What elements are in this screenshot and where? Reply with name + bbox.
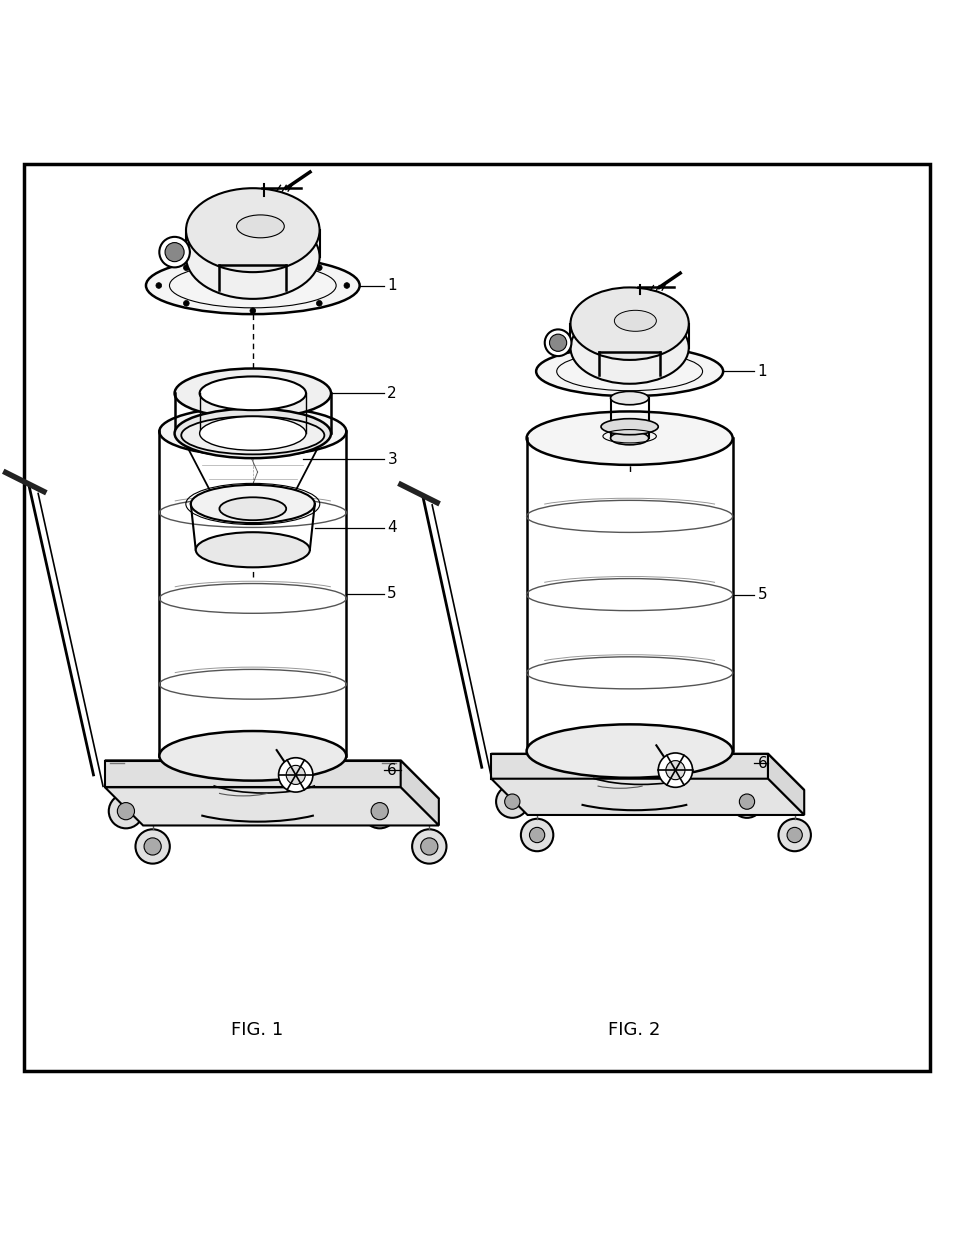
- Ellipse shape: [778, 819, 810, 851]
- Text: 4: 4: [387, 520, 396, 535]
- Ellipse shape: [186, 215, 319, 299]
- Ellipse shape: [665, 761, 684, 779]
- Ellipse shape: [236, 215, 284, 238]
- Polygon shape: [767, 753, 803, 815]
- Ellipse shape: [412, 829, 446, 863]
- Ellipse shape: [199, 416, 306, 451]
- Ellipse shape: [529, 827, 544, 842]
- Ellipse shape: [174, 368, 331, 419]
- Text: 6: 6: [757, 756, 766, 771]
- Ellipse shape: [186, 188, 319, 272]
- Ellipse shape: [159, 237, 190, 268]
- Ellipse shape: [504, 794, 519, 809]
- Polygon shape: [491, 779, 803, 815]
- Ellipse shape: [146, 257, 359, 314]
- Ellipse shape: [520, 819, 553, 851]
- Ellipse shape: [610, 431, 648, 445]
- Ellipse shape: [786, 827, 801, 842]
- Ellipse shape: [344, 283, 350, 288]
- Ellipse shape: [570, 311, 688, 384]
- Ellipse shape: [219, 498, 286, 520]
- Text: 1: 1: [387, 278, 396, 293]
- Text: 2: 2: [387, 385, 396, 401]
- Ellipse shape: [371, 803, 388, 820]
- Ellipse shape: [739, 794, 754, 809]
- Ellipse shape: [600, 419, 658, 435]
- Ellipse shape: [526, 725, 732, 778]
- Polygon shape: [105, 761, 400, 787]
- Text: 5: 5: [757, 587, 766, 603]
- Ellipse shape: [117, 803, 134, 820]
- Ellipse shape: [155, 283, 161, 288]
- Text: 6: 6: [387, 763, 396, 778]
- Ellipse shape: [496, 785, 528, 818]
- Polygon shape: [105, 787, 438, 825]
- Ellipse shape: [250, 257, 255, 263]
- Ellipse shape: [526, 411, 732, 464]
- Ellipse shape: [195, 532, 310, 567]
- Ellipse shape: [183, 300, 189, 306]
- Ellipse shape: [610, 391, 648, 405]
- Ellipse shape: [658, 753, 692, 787]
- Ellipse shape: [316, 300, 322, 306]
- Ellipse shape: [159, 406, 346, 456]
- Text: 1: 1: [757, 364, 766, 379]
- Ellipse shape: [549, 335, 566, 351]
- Ellipse shape: [191, 485, 314, 524]
- Ellipse shape: [144, 837, 161, 855]
- Ellipse shape: [614, 310, 656, 331]
- Text: 3: 3: [387, 452, 396, 467]
- Ellipse shape: [181, 416, 324, 454]
- Text: 5: 5: [387, 587, 396, 601]
- Polygon shape: [105, 761, 438, 799]
- Ellipse shape: [174, 409, 331, 458]
- Polygon shape: [491, 753, 767, 779]
- Ellipse shape: [165, 242, 184, 262]
- Ellipse shape: [536, 347, 722, 396]
- Text: FIG. 1: FIG. 1: [232, 1020, 283, 1039]
- Ellipse shape: [183, 264, 189, 270]
- Ellipse shape: [570, 288, 688, 359]
- Ellipse shape: [730, 785, 762, 818]
- Ellipse shape: [544, 330, 571, 356]
- Text: FIG. 2: FIG. 2: [608, 1020, 659, 1039]
- Polygon shape: [400, 761, 438, 825]
- Ellipse shape: [109, 794, 143, 829]
- Ellipse shape: [159, 731, 346, 781]
- Ellipse shape: [420, 837, 437, 855]
- Polygon shape: [491, 753, 803, 790]
- Ellipse shape: [199, 377, 306, 410]
- Ellipse shape: [250, 308, 255, 314]
- Ellipse shape: [135, 829, 170, 863]
- Ellipse shape: [362, 794, 396, 829]
- Ellipse shape: [286, 766, 305, 784]
- Ellipse shape: [316, 264, 322, 270]
- Ellipse shape: [278, 758, 313, 792]
